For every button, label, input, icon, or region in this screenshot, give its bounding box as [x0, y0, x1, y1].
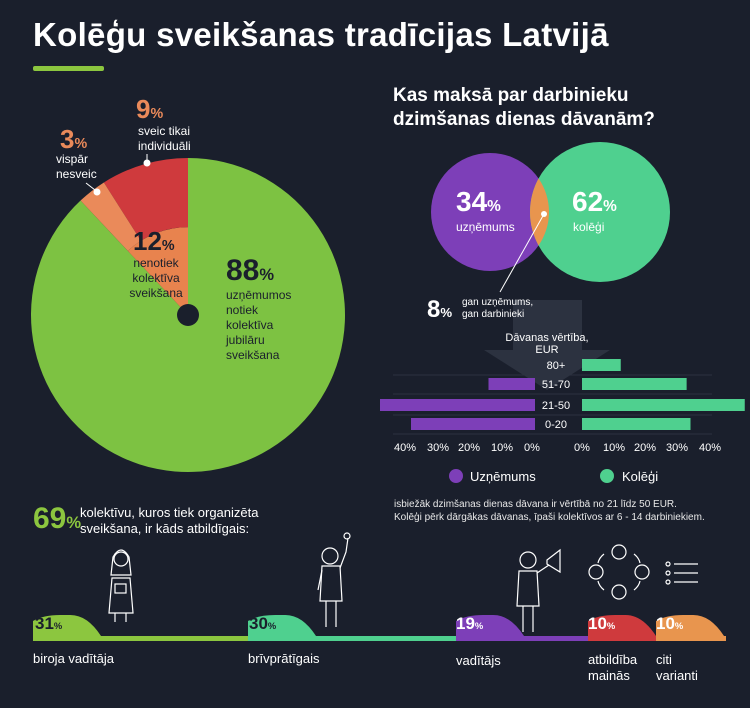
label-nesveic: vispār nesveic: [56, 152, 97, 181]
note-text: isbiežāk dzimšanas dienas dāvana ir vērt…: [394, 499, 705, 523]
legend-label-colleagues: Kolēģi: [622, 469, 659, 484]
legend-dot-company: [449, 469, 463, 483]
pct-individuali: 9%: [136, 94, 164, 124]
venn-diagram: [431, 142, 670, 293]
label-office-manager: biroja vadītāja: [33, 651, 114, 666]
office-manager-figure: [108, 549, 134, 622]
category-label-51-70: 51-70: [542, 379, 570, 391]
callout-dot-nesveic: [93, 188, 101, 196]
left-tick-1: 30%: [427, 442, 449, 454]
pct-volunteer: 30%: [249, 614, 277, 633]
pie-slice-nesveic: [80, 182, 141, 251]
page-title: Kolēģu sveikšanas tradīcijas Latvijā: [33, 16, 609, 53]
label-nenotiek: nenotiek kolektīva sveikšana: [129, 256, 183, 300]
responsible-waves: [33, 615, 726, 641]
pct-manager: 19%: [456, 614, 484, 633]
category-label-0-20: 0-20: [545, 419, 567, 431]
right-tick-0: 0%: [574, 442, 590, 454]
pct-company: 34%: [456, 186, 501, 217]
rotation-faces-icon: [588, 544, 650, 600]
gift-value-bar-chart: 80+ 51-70 21-50 0-20 40% 30% 20% 10% 0% 0% 10% 20% 3…: [380, 359, 745, 454]
bar-colleagues-0-20: [582, 418, 691, 430]
list-icon: [665, 561, 698, 585]
pct-other: 10%: [656, 614, 684, 633]
bar-company-21-50: [380, 399, 535, 411]
pct-colleagues: 62%: [572, 186, 617, 217]
label-notiek: uzņēmumos notiek kolektīva jubilāru svei…: [226, 288, 292, 362]
pct-notiek: 88%: [226, 254, 275, 287]
pct-nenotiek: 12%: [133, 226, 175, 256]
right-tick-4: 40%: [699, 442, 721, 454]
bar-colleagues-80+: [582, 359, 621, 371]
label-individuali: sveic tikai individuāli: [138, 124, 191, 153]
pie-slice-individuali: [103, 158, 188, 241]
pct-office-manager: 31%: [35, 614, 63, 633]
pie-slice-nenotiek: [127, 227, 188, 315]
bar-chart-title: Dāvanas vērtība, EUR: [505, 332, 589, 356]
left-tick-4: 0%: [524, 442, 540, 454]
title-underline: [33, 66, 104, 71]
arrow-shape: [484, 300, 610, 390]
left-tick-2: 20%: [458, 442, 480, 454]
label-volunteer: brīvprātīgais: [248, 651, 320, 666]
wave-1: [248, 615, 456, 641]
wave-2: [456, 615, 588, 641]
illustrations: [108, 532, 698, 632]
wave-4: [656, 615, 726, 641]
pct-responsible: 69%: [33, 502, 82, 535]
pct-both: 8%: [427, 296, 453, 323]
label-other: citi varianti: [656, 652, 698, 683]
responsible-text: kolektīvu, kuros tiek organizēta sveikša…: [80, 505, 259, 536]
bar-company-51-70: [488, 378, 535, 390]
volunteer-figure: [317, 532, 351, 627]
pct-nesveic: 3%: [60, 124, 88, 154]
label-both: gan uzņēmums, gan darbinieki: [462, 297, 534, 320]
pct-rotating: 10%: [588, 614, 616, 633]
right-tick-1: 10%: [603, 442, 625, 454]
label-colleagues: kolēģi: [573, 220, 605, 234]
left-tick-3: 10%: [491, 442, 513, 454]
manager-figure: [516, 548, 561, 632]
label-rotating: atbildība mainās: [588, 652, 638, 683]
label-manager: vadītājs: [456, 653, 501, 668]
pie-chart: [30, 154, 346, 473]
right-tick-2: 20%: [634, 442, 656, 454]
wave-3: [588, 615, 656, 641]
venn-question: Kas maksā par darbinieku dzimšanas diena…: [393, 85, 655, 130]
left-tick-0: 40%: [394, 442, 416, 454]
bar-company-0-20: [411, 418, 535, 430]
wave-0: [33, 615, 248, 641]
venn-circle-company: [431, 153, 549, 271]
category-label-21-50: 21-50: [542, 400, 570, 412]
bar-colleagues-51-70: [582, 378, 687, 390]
legend-dot-colleagues: [600, 469, 614, 483]
legend-label-company: Uzņēmums: [470, 469, 536, 484]
pie-center-dot: [177, 304, 199, 326]
venn-overlap: [529, 178, 549, 246]
venn-callout-line: [499, 213, 545, 293]
category-label-80+: 80+: [547, 360, 566, 372]
label-company: uzņēmums: [456, 220, 515, 234]
venn-circle-colleagues: [530, 142, 670, 282]
callout-dot-individuali: [143, 159, 151, 167]
bar-colleagues-21-50: [582, 399, 745, 411]
right-tick-3: 30%: [666, 442, 688, 454]
callout-line-nesveic: [85, 182, 96, 191]
